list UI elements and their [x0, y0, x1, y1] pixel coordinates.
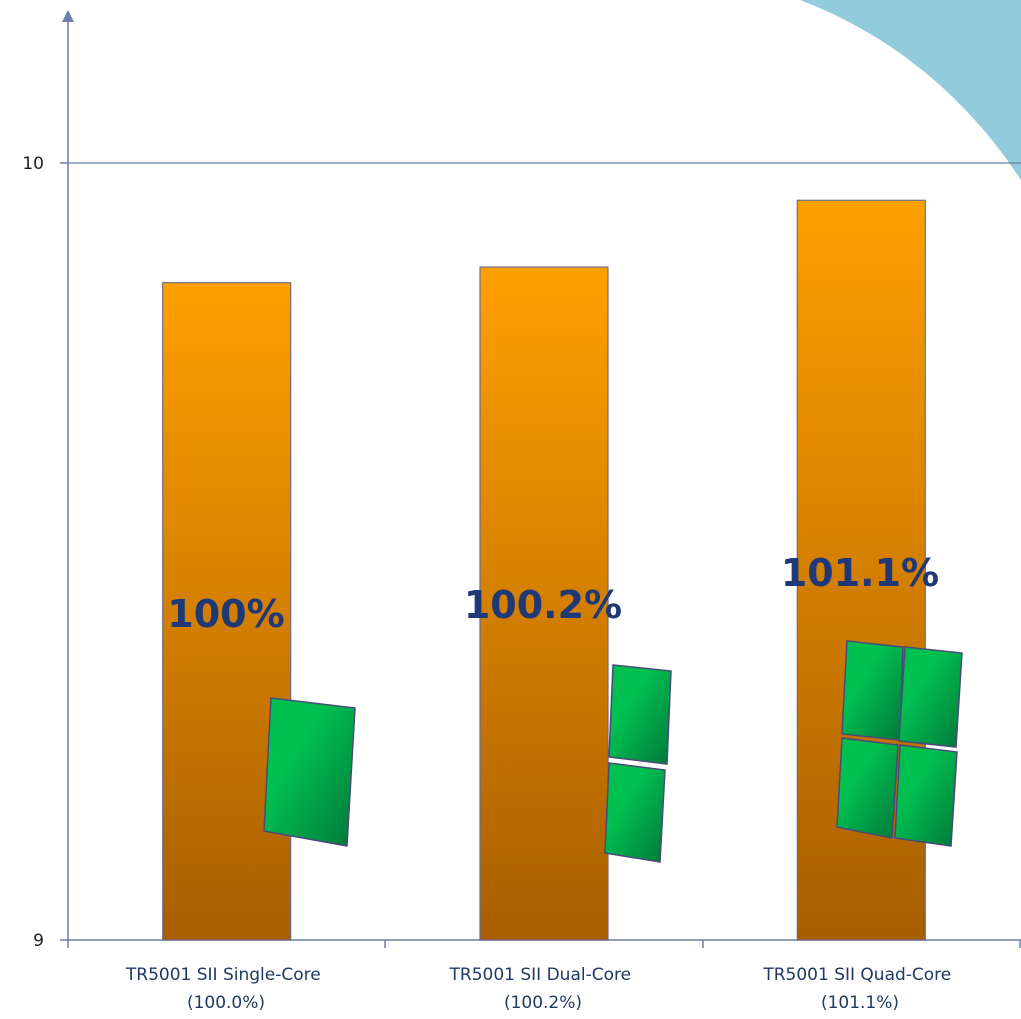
data-label-quad-core: 101.1% [781, 551, 939, 595]
category-label-quad-core: TR5001 SII Quad-Core (101.1%) [762, 965, 956, 1013]
category-label-dual-core: TR5001 SII Dual-Core (100.2%) [449, 965, 637, 1013]
data-label-single-core: 100% [167, 592, 284, 636]
category-name: TR5001 SII Single-Core [125, 965, 321, 985]
core-chip-icon [604, 762, 666, 863]
category-name: TR5001 SII Quad-Core [762, 965, 951, 985]
category-percent: (101.1%) [821, 993, 899, 1013]
chip-single-core [263, 697, 356, 847]
data-label-dual-core: 100.2% [464, 583, 622, 627]
bars-group [162, 199, 926, 941]
category-label-single-core: TR5001 SII Single-Core (100.0%) [125, 965, 326, 1013]
category-name: TR5001 SII Dual-Core [449, 965, 632, 985]
core-chip-icon [841, 640, 904, 741]
core-chip-icon [894, 744, 958, 847]
y-axis-arrow [62, 10, 74, 22]
core-chip-icon [898, 646, 963, 748]
category-percent: (100.0%) [187, 993, 265, 1013]
corner-decoration [800, 0, 1021, 180]
y-tick-label-10: 10 [22, 154, 44, 174]
core-chip-icon [263, 697, 356, 847]
y-tick-label-9: 9 [33, 931, 44, 951]
chip-quad-core [836, 640, 963, 847]
core-chip-icon [608, 664, 672, 765]
category-percent: (100.2%) [504, 993, 582, 1013]
chip-dual-core [604, 664, 672, 863]
bar-dual-core [479, 266, 609, 941]
core-chip-icon [836, 737, 899, 839]
